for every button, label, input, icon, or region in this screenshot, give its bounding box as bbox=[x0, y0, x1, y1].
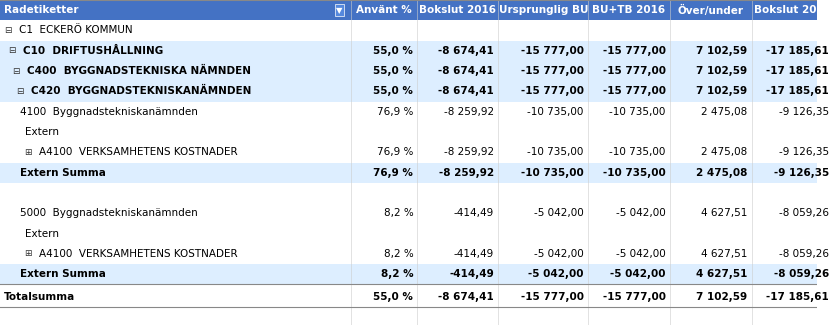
Text: -17 185,61: -17 185,61 bbox=[767, 66, 829, 76]
Text: -10 735,00: -10 735,00 bbox=[603, 168, 665, 178]
Text: -15 777,00: -15 777,00 bbox=[521, 86, 584, 97]
Text: ▼: ▼ bbox=[336, 6, 342, 15]
Text: -414,49: -414,49 bbox=[454, 249, 494, 259]
Text: -15 777,00: -15 777,00 bbox=[521, 66, 584, 76]
Text: 8,2 %: 8,2 % bbox=[384, 249, 413, 259]
Text: -10 735,00: -10 735,00 bbox=[609, 147, 665, 157]
Text: -9 126,35: -9 126,35 bbox=[779, 107, 829, 117]
Text: C10  DRIFTUSHÅLLNING: C10 DRIFTUSHÅLLNING bbox=[23, 46, 163, 56]
Text: 7 102,59: 7 102,59 bbox=[696, 46, 747, 56]
Text: Bokslut 2016: Bokslut 2016 bbox=[419, 5, 496, 15]
Text: 55,0 %: 55,0 % bbox=[374, 86, 413, 97]
Text: Använt %: Använt % bbox=[356, 5, 412, 15]
Bar bbox=[0, 162, 817, 183]
Text: 4100  Byggnadstekniskanämnden: 4100 Byggnadstekniskanämnden bbox=[20, 107, 198, 117]
Text: C420  BYGGNADSTEKNISKANÄMNDEN: C420 BYGGNADSTEKNISKANÄMNDEN bbox=[31, 86, 252, 97]
Text: Extern Summa: Extern Summa bbox=[20, 168, 106, 178]
Text: -8 674,41: -8 674,41 bbox=[439, 86, 494, 97]
Text: -17 185,61: -17 185,61 bbox=[767, 86, 829, 97]
Text: 55,0 %: 55,0 % bbox=[374, 46, 413, 56]
Bar bbox=[0, 81, 817, 101]
Text: 55,0 %: 55,0 % bbox=[374, 66, 413, 76]
Text: ⊟: ⊟ bbox=[13, 67, 20, 76]
Text: -8 059,26: -8 059,26 bbox=[779, 249, 829, 259]
Text: C1  ECKERÖ KOMMUN: C1 ECKERÖ KOMMUN bbox=[18, 25, 132, 35]
Text: -5 042,00: -5 042,00 bbox=[534, 208, 584, 218]
Text: 8,2 %: 8,2 % bbox=[384, 208, 413, 218]
Text: -5 042,00: -5 042,00 bbox=[528, 269, 584, 279]
Text: 76,9 %: 76,9 % bbox=[377, 147, 413, 157]
Text: ⊟: ⊟ bbox=[4, 26, 12, 35]
Text: -9 126,35: -9 126,35 bbox=[774, 168, 829, 178]
Text: -10 735,00: -10 735,00 bbox=[609, 107, 665, 117]
Text: 8,2 %: 8,2 % bbox=[380, 269, 413, 279]
Text: -5 042,00: -5 042,00 bbox=[534, 249, 584, 259]
Text: -9 126,35: -9 126,35 bbox=[779, 147, 829, 157]
Text: 76,9 %: 76,9 % bbox=[374, 168, 413, 178]
Text: ⊞: ⊞ bbox=[24, 148, 32, 157]
Text: Bokslut 2015: Bokslut 2015 bbox=[754, 5, 831, 15]
Text: Totalsumma: Totalsumma bbox=[4, 292, 75, 302]
Text: -414,49: -414,49 bbox=[450, 269, 494, 279]
Text: -10 735,00: -10 735,00 bbox=[528, 147, 584, 157]
Text: -8 674,41: -8 674,41 bbox=[439, 46, 494, 56]
Text: -8 259,92: -8 259,92 bbox=[444, 147, 494, 157]
Text: 4 627,51: 4 627,51 bbox=[701, 249, 747, 259]
Text: 4 627,51: 4 627,51 bbox=[696, 269, 747, 279]
Text: ⊟: ⊟ bbox=[8, 46, 16, 55]
Text: -10 735,00: -10 735,00 bbox=[528, 107, 584, 117]
Text: 7 102,59: 7 102,59 bbox=[696, 86, 747, 97]
Text: -8 674,41: -8 674,41 bbox=[439, 292, 494, 302]
Text: A4100  VERKSAMHETENS KOSTNADER: A4100 VERKSAMHETENS KOSTNADER bbox=[39, 147, 237, 157]
Text: 4 627,51: 4 627,51 bbox=[701, 208, 747, 218]
Text: -414,49: -414,49 bbox=[454, 208, 494, 218]
Text: -8 059,26: -8 059,26 bbox=[774, 269, 829, 279]
Bar bbox=[0, 0, 817, 20]
Text: -5 042,00: -5 042,00 bbox=[616, 249, 665, 259]
Bar bbox=[0, 41, 817, 61]
Text: Över/under: Över/under bbox=[678, 5, 744, 16]
Text: BU+TB 2016: BU+TB 2016 bbox=[593, 5, 665, 15]
Text: Extern Summa: Extern Summa bbox=[20, 269, 106, 279]
Text: -17 185,61: -17 185,61 bbox=[767, 292, 829, 302]
Text: -8 259,92: -8 259,92 bbox=[439, 168, 494, 178]
Text: -8 674,41: -8 674,41 bbox=[439, 66, 494, 76]
Text: Extern: Extern bbox=[24, 127, 59, 137]
Text: -10 735,00: -10 735,00 bbox=[521, 168, 584, 178]
Text: 2 475,08: 2 475,08 bbox=[701, 147, 747, 157]
Text: Radetiketter: Radetiketter bbox=[4, 5, 79, 15]
Text: C400  BYGGNADSTEKNISKA NÄMNDEN: C400 BYGGNADSTEKNISKA NÄMNDEN bbox=[27, 66, 251, 76]
Text: -15 777,00: -15 777,00 bbox=[603, 86, 665, 97]
Text: 7 102,59: 7 102,59 bbox=[696, 66, 747, 76]
Text: 76,9 %: 76,9 % bbox=[377, 107, 413, 117]
Bar bbox=[0, 264, 817, 284]
Text: 55,0 %: 55,0 % bbox=[374, 292, 413, 302]
Text: 2 475,08: 2 475,08 bbox=[696, 168, 747, 178]
Text: -8 059,26: -8 059,26 bbox=[779, 208, 829, 218]
Text: ⊟: ⊟ bbox=[17, 87, 24, 96]
Text: -5 042,00: -5 042,00 bbox=[610, 269, 665, 279]
Text: -15 777,00: -15 777,00 bbox=[603, 46, 665, 56]
Text: -15 777,00: -15 777,00 bbox=[603, 66, 665, 76]
Text: -5 042,00: -5 042,00 bbox=[616, 208, 665, 218]
Text: 2 475,08: 2 475,08 bbox=[701, 107, 747, 117]
Text: ⊞: ⊞ bbox=[24, 249, 32, 258]
Text: 5000  Byggnadstekniskanämnden: 5000 Byggnadstekniskanämnden bbox=[20, 208, 198, 218]
Text: -17 185,61: -17 185,61 bbox=[767, 46, 829, 56]
Text: Ursprunglig BU: Ursprunglig BU bbox=[498, 5, 588, 15]
Bar bbox=[0, 61, 817, 81]
Text: A4100  VERKSAMHETENS KOSTNADER: A4100 VERKSAMHETENS KOSTNADER bbox=[39, 249, 237, 259]
Text: -15 777,00: -15 777,00 bbox=[603, 292, 665, 302]
Text: Extern: Extern bbox=[24, 228, 59, 239]
Text: -15 777,00: -15 777,00 bbox=[521, 46, 584, 56]
Text: 7 102,59: 7 102,59 bbox=[696, 292, 747, 302]
Text: -8 259,92: -8 259,92 bbox=[444, 107, 494, 117]
Text: -15 777,00: -15 777,00 bbox=[521, 292, 584, 302]
